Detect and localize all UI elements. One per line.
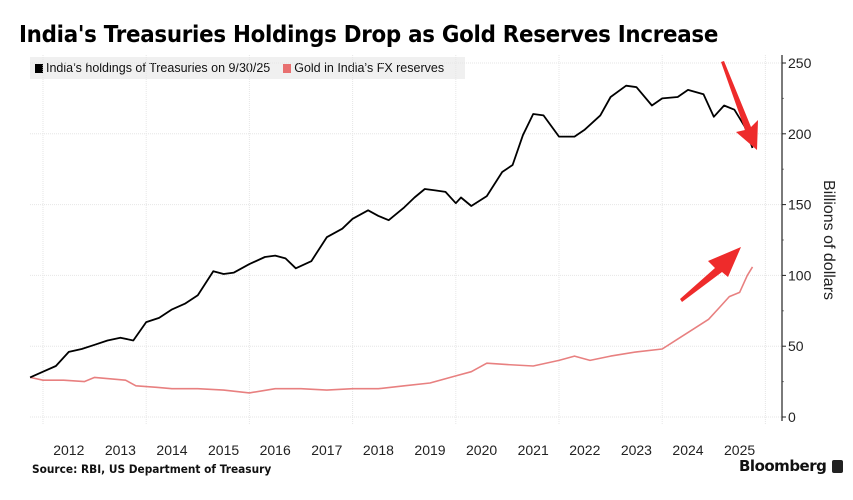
arrow-down-icon [721,61,758,150]
y-axis-label: Billions of dollars [820,180,837,300]
series-line-treasuries [29,84,754,379]
brand-name: Bloomberg [739,457,827,475]
legend-item-treasuries: India’s holdings of Treasuries on 9/30/2… [35,61,270,75]
x-tick-label: 2025 [724,442,755,458]
chart-title: India's Treasuries Holdings Drop as Gold… [19,22,719,48]
x-tick-label: 2014 [156,442,187,458]
series-lines [29,84,754,394]
x-tick-label: 2019 [414,442,445,458]
y-tick-label: 250 [788,55,812,71]
y-tick-label: 150 [788,197,812,213]
y-axis: 0 50 100 150 200 250 [781,55,812,425]
x-tick-label: 2020 [466,442,497,458]
y-tick-label: 100 [788,267,812,283]
y-tick-label: 200 [788,126,812,142]
legend-swatch-treasuries [35,63,43,73]
series-line-gold [29,266,754,394]
x-tick-label: 2021 [518,442,549,458]
x-tick-label: 2023 [621,442,652,458]
annotation-arrows [680,61,758,302]
x-tick-label: 2013 [105,442,136,458]
source-note: Source: RBI, US Department of Treasury [32,462,272,476]
y-tick-label: 0 [788,409,796,425]
x-tick-label: 2016 [260,442,291,458]
x-tick-label: 2012 [53,442,84,458]
brand: Bloomberg [739,457,844,475]
x-tick-label: 2015 [208,442,239,458]
bloomberg-logo-icon [832,459,844,473]
x-axis: 2012 2013 2014 2015 2016 2017 2018 2019 2020 2021… [53,442,755,458]
legend-swatch-gold [283,63,292,73]
arrow-up-icon [680,247,741,302]
x-tick-label: 2024 [672,442,703,458]
x-tick-label: 2022 [569,442,600,458]
legend-label-gold: Gold in India’s FX reserves [294,61,445,75]
x-tick-label: 2017 [311,442,342,458]
legend-label-treasuries: India’s holdings of Treasuries on 9/30/2… [46,61,271,75]
grid [30,55,782,425]
y-tick-label: 50 [788,338,804,354]
x-tick-label: 2018 [363,442,394,458]
legend-item-gold: Gold in India’s FX reserves [283,61,444,75]
